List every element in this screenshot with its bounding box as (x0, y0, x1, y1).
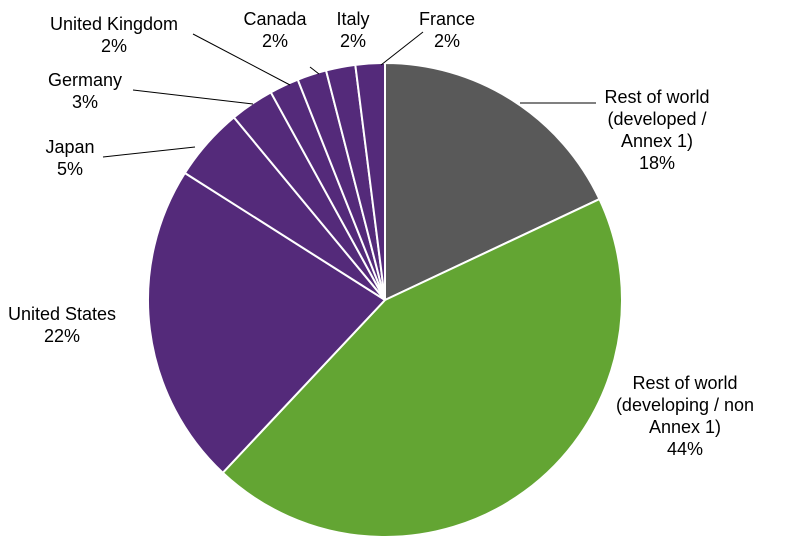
slice-name-line: (developed / (607, 109, 706, 129)
slice-label-6: Canada 2% (243, 9, 307, 51)
slice-label-0: Rest of world (developed / Annex 1) 18% (604, 87, 709, 173)
slice-name-line: Rest of world (632, 373, 737, 393)
pie-slices (147, 61, 623, 537)
slice-label-7: Italy 2% (336, 9, 369, 51)
slice-name-line: Japan (45, 137, 94, 157)
slice-value-label: 2% (101, 36, 127, 56)
slice-value-label: 44% (667, 439, 703, 459)
slice-value-label: 2% (262, 31, 288, 51)
leader-line-3 (102, 146, 196, 158)
slice-value-label: 5% (57, 159, 83, 179)
slice-name-line: Italy (336, 9, 369, 29)
slice-name-line: Rest of world (604, 87, 709, 107)
slice-labels: Rest of world (developed / Annex 1) 18%Rest… (8, 9, 754, 459)
pie-slice-1 (221, 197, 623, 537)
leader-lines (102, 31, 596, 158)
slice-label-1: Rest of world (developing / non Annex 1) 44… (616, 373, 754, 459)
pie-slice-8 (354, 61, 386, 301)
slice-label-4: Germany 3% (48, 70, 122, 112)
slice-name-line: Annex 1) (649, 417, 721, 437)
pie-slice-2 (147, 171, 387, 475)
slice-value-label: 3% (72, 92, 98, 112)
slice-value-label: 22% (44, 326, 80, 346)
slice-name-line: Canada (243, 9, 307, 29)
slice-name-line: (developing / non (616, 395, 754, 415)
leader-line-5 (192, 33, 291, 86)
leader-line-6 (309, 66, 320, 75)
leader-line-8 (380, 31, 424, 66)
slice-value-label: 18% (639, 153, 675, 173)
pie-slice-0 (384, 61, 601, 302)
slice-name-line: United States (8, 304, 116, 324)
slice-value-label: 2% (340, 31, 366, 51)
slice-label-2: United States 22% (8, 304, 116, 346)
slice-name-line: Annex 1) (621, 131, 693, 151)
slice-label-8: France 2% (419, 9, 475, 51)
slice-value-label: 2% (434, 31, 460, 51)
slice-label-5: United Kingdom 2% (50, 14, 178, 56)
leader-line-4 (132, 89, 254, 105)
slice-name-line: France (419, 9, 475, 29)
slice-name-line: Germany (48, 70, 122, 90)
slice-label-3: Japan 5% (45, 137, 94, 179)
slice-name-line: United Kingdom (50, 14, 178, 34)
